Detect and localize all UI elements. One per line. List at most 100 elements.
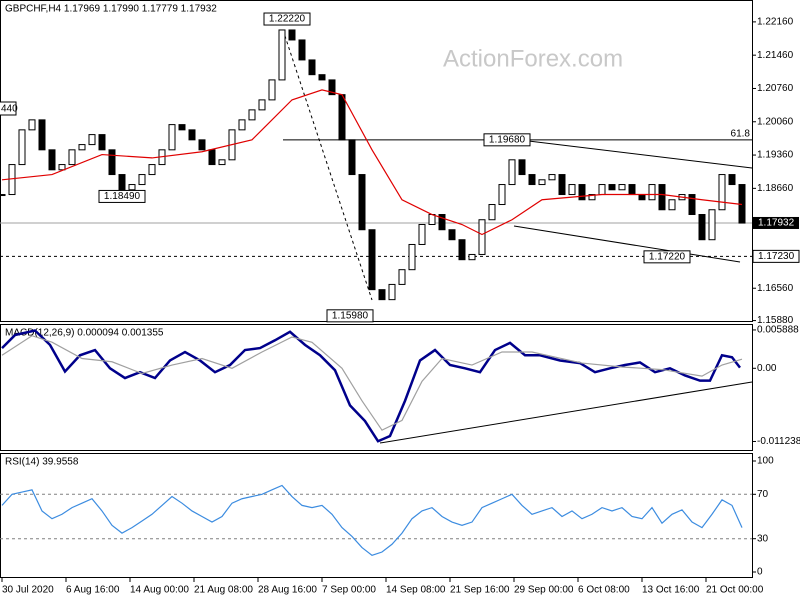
y-tick-label: 0.00 bbox=[757, 363, 777, 374]
candle bbox=[708, 209, 716, 241]
candle bbox=[68, 149, 76, 166]
candle bbox=[698, 214, 706, 241]
x-tick-label: 6 Oct 08:00 bbox=[578, 585, 630, 596]
x-tick-label: 13 Oct 16:00 bbox=[642, 585, 700, 596]
candle bbox=[548, 174, 556, 181]
candle bbox=[328, 79, 336, 96]
candle bbox=[428, 214, 436, 225]
candle bbox=[628, 184, 636, 196]
edge-label-box bbox=[0, 101, 17, 116]
macd-panel bbox=[0, 324, 753, 451]
candle bbox=[538, 179, 546, 186]
candle bbox=[718, 174, 726, 211]
y-tick-label: 0.005888 bbox=[757, 325, 799, 336]
y-tick-label: 1.21460 bbox=[757, 50, 794, 61]
candle bbox=[128, 184, 136, 191]
annotation-box bbox=[263, 12, 311, 26]
candle bbox=[278, 29, 286, 81]
annotation-box bbox=[483, 133, 531, 147]
candle bbox=[518, 159, 526, 176]
candle bbox=[178, 124, 186, 131]
annotation-box bbox=[326, 309, 374, 323]
candle bbox=[308, 59, 316, 76]
candle bbox=[118, 174, 126, 191]
candle bbox=[388, 283, 396, 301]
candle bbox=[0, 194, 6, 197]
annotation-label: 1.15980 bbox=[332, 310, 369, 321]
candle bbox=[608, 184, 616, 191]
candle bbox=[368, 229, 376, 291]
candle bbox=[48, 149, 56, 171]
candle bbox=[458, 239, 466, 261]
y-tick-label: 1.22160 bbox=[757, 17, 794, 28]
candle bbox=[338, 94, 346, 141]
y-tick-label: 0 bbox=[757, 567, 763, 578]
candle bbox=[618, 184, 626, 191]
x-tick-label: 7 Sep 00:00 bbox=[322, 585, 376, 596]
candle bbox=[588, 194, 596, 201]
candle bbox=[288, 29, 296, 41]
candle bbox=[578, 184, 586, 201]
x-tick-label: 21 Oct 00:00 bbox=[706, 585, 764, 596]
candle bbox=[398, 269, 406, 285]
x-tick-label: 6 Aug 16:00 bbox=[66, 585, 120, 596]
rsi-panel bbox=[0, 453, 753, 578]
candle bbox=[188, 129, 196, 141]
y-tick-label: -0.011238 bbox=[757, 436, 800, 447]
annotation-label: 1.17220 bbox=[649, 251, 686, 262]
edge-label: 440 bbox=[1, 104, 18, 115]
candle bbox=[88, 134, 96, 146]
candle bbox=[28, 119, 36, 131]
y-tick-label: 70 bbox=[757, 489, 769, 500]
candle bbox=[208, 149, 216, 166]
annotation-box bbox=[643, 250, 691, 264]
price-panel bbox=[0, 0, 753, 322]
candle bbox=[568, 184, 576, 196]
candle bbox=[448, 229, 456, 241]
x-tick-label: 21 Sep 16:00 bbox=[450, 585, 510, 596]
y-tick-label: 1.20760 bbox=[757, 83, 794, 94]
last-price-box bbox=[753, 216, 799, 229]
macd-header: MACD(12,26,9) 0.000094 0.001355 bbox=[5, 328, 164, 339]
candle bbox=[498, 184, 506, 206]
candle bbox=[378, 289, 386, 301]
candle bbox=[408, 243, 416, 271]
candle bbox=[258, 99, 266, 111]
candle bbox=[728, 174, 736, 186]
candle bbox=[98, 134, 106, 151]
candle bbox=[418, 223, 426, 245]
x-tick-label: 29 Sep 00:00 bbox=[514, 585, 574, 596]
watermark: ActionForex.com bbox=[443, 45, 623, 72]
candle bbox=[78, 144, 86, 151]
annotation-label: 1.19680 bbox=[489, 134, 526, 145]
candle bbox=[108, 149, 116, 176]
candle bbox=[318, 74, 326, 81]
y-tick-label: 1.15880 bbox=[757, 315, 794, 326]
candle bbox=[598, 184, 606, 196]
candle bbox=[198, 139, 206, 151]
price-header: GBPCHF,H4 1.17969 1.17990 1.17779 1.1793… bbox=[5, 4, 217, 15]
series-line bbox=[1, 329, 741, 443]
series-line bbox=[1, 335, 743, 431]
candle bbox=[138, 174, 146, 186]
candle bbox=[148, 164, 156, 176]
annotation-box bbox=[98, 189, 146, 203]
candle bbox=[558, 174, 566, 196]
annotation-label: 1.18490 bbox=[104, 191, 141, 202]
y-tick-label: 30 bbox=[757, 533, 769, 544]
channel-top bbox=[511, 138, 753, 169]
candle bbox=[218, 159, 226, 166]
x-tick-label: 21 Aug 08:00 bbox=[194, 585, 253, 596]
candle bbox=[508, 159, 516, 186]
candle bbox=[58, 164, 66, 171]
candle bbox=[18, 129, 26, 166]
y-tick-label: 1.18660 bbox=[757, 183, 794, 194]
series-line bbox=[1, 89, 743, 236]
rsi-header: RSI(14) 39.9558 bbox=[5, 457, 79, 468]
x-tick-label: 14 Aug 00:00 bbox=[130, 585, 189, 596]
candle bbox=[348, 139, 356, 176]
candle bbox=[638, 194, 646, 201]
x-tick-label: 14 Sep 08:00 bbox=[386, 585, 446, 596]
